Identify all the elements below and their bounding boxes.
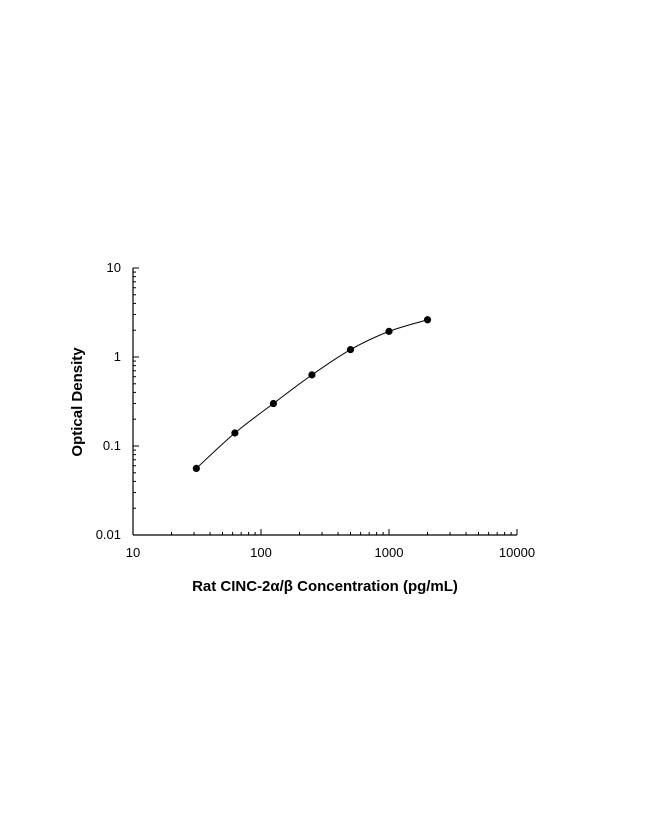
- x-tick-label: 10: [126, 545, 140, 560]
- y-tick-label: 0.1: [103, 438, 121, 453]
- y-tick-label: 10: [107, 260, 121, 275]
- y-axis-title: Optical Density: [69, 347, 86, 457]
- x-tick-label: 100: [250, 545, 272, 560]
- data-point: [423, 316, 432, 324]
- data-point: [231, 429, 239, 437]
- ticks: [132, 267, 518, 536]
- y-tick-label: 0.01: [96, 527, 121, 542]
- x-tick-label: 1000: [375, 545, 404, 560]
- data-point: [385, 327, 393, 335]
- y-tick-label: 1: [114, 349, 121, 364]
- data-points: [192, 316, 432, 473]
- data-point: [192, 464, 200, 473]
- x-tick-label: 10000: [499, 545, 535, 560]
- data-point: [269, 399, 278, 408]
- data-point: [308, 371, 316, 379]
- data-point: [346, 346, 355, 354]
- axes: [132, 268, 517, 536]
- x-axis-title: Rat CINC-2α/β Concentration (pg/mL): [192, 578, 458, 595]
- fit-curve: [196, 319, 428, 469]
- tick-labels: 10 100 1000 10000 0.01 0.1 1 10: [96, 260, 535, 560]
